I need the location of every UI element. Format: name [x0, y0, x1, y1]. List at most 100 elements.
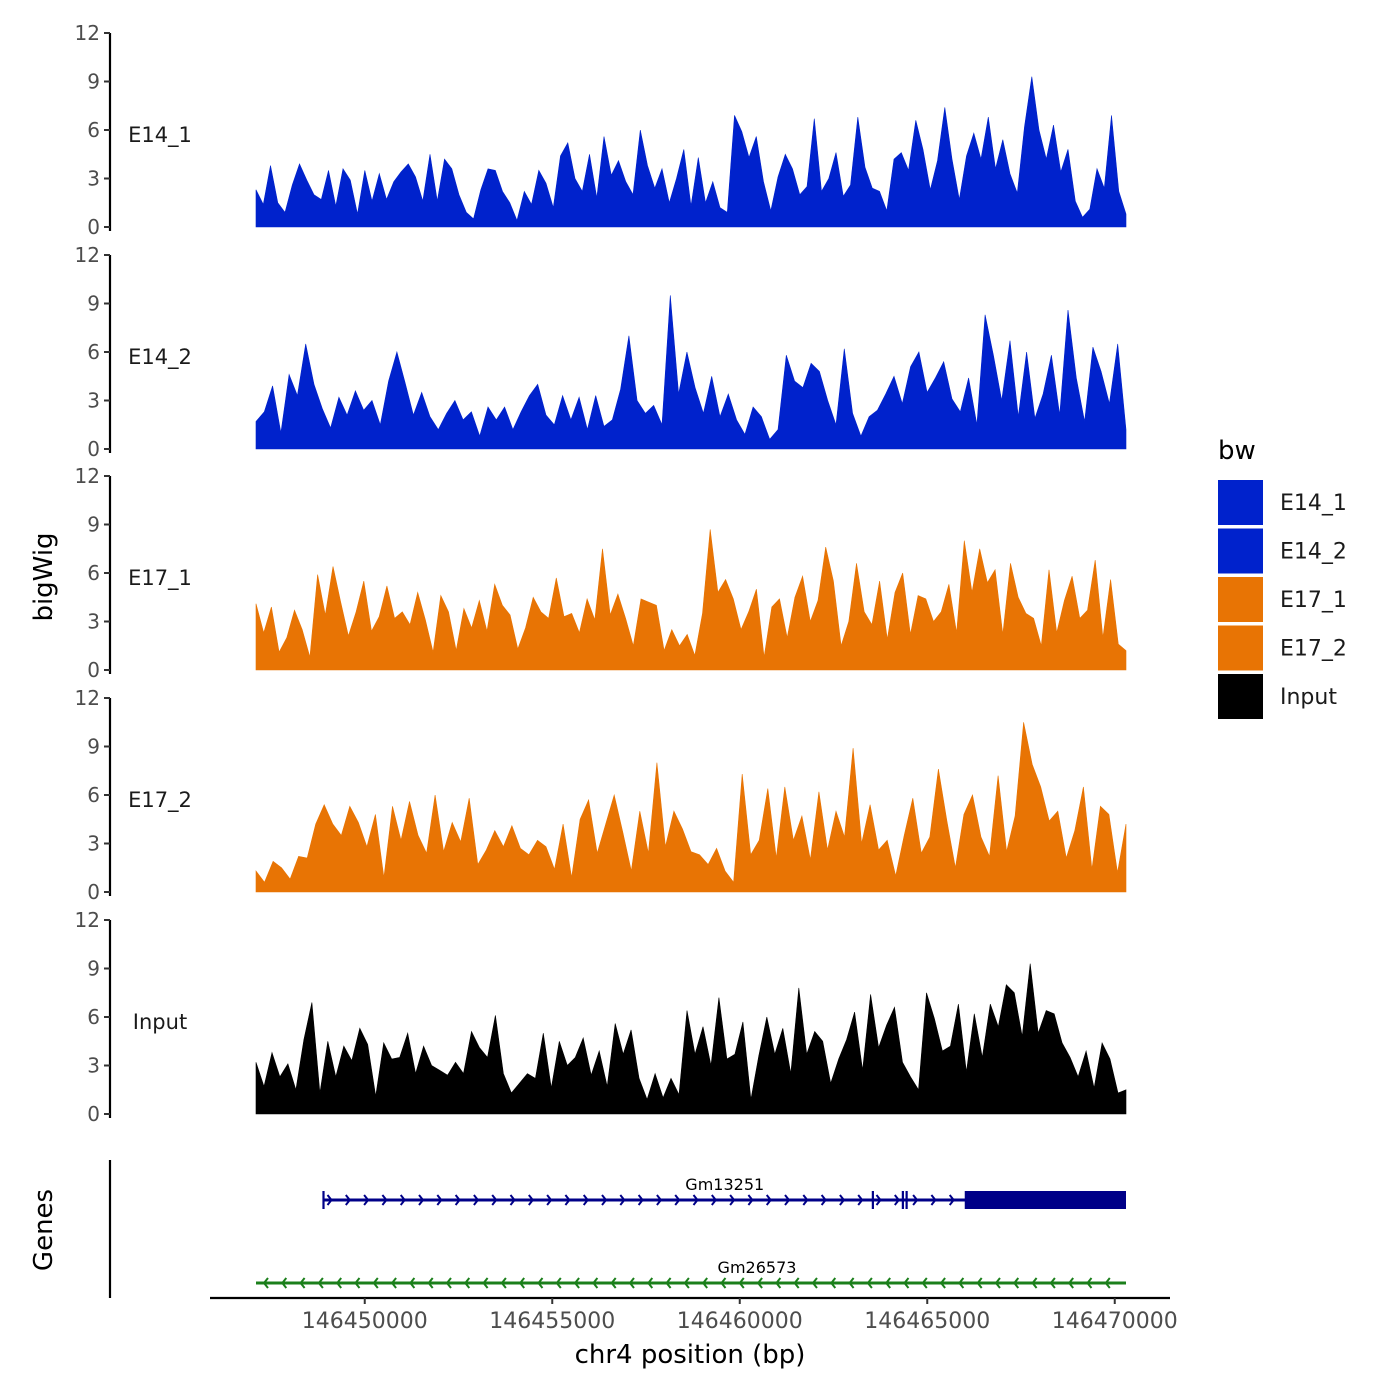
y-tick-label-E14_2-12: 12 [75, 243, 100, 267]
track-label-E17_2: E17_2 [128, 788, 192, 813]
legend-item-E14_2: E14_2 [1218, 528, 1347, 574]
track-panel-E17_1: 0 3 6 9 12 E17_1 [75, 464, 1127, 682]
y-tick-label-E17_2-3: 3 [87, 832, 100, 856]
strand-arrow [454, 1194, 461, 1206]
strand-arrow [994, 1277, 1001, 1289]
track-label-E14_2: E14_2 [128, 345, 192, 370]
y-tick-label-E14_2-6: 6 [87, 340, 100, 364]
legend: bw E14_1 E14_2 E17_1 E17_2 Input [1218, 436, 1347, 719]
legend-item-E14_1: E14_1 [1218, 480, 1347, 525]
gene-Gm13251: Gm13251 [322, 1175, 1126, 1209]
strand-arrow [262, 1277, 269, 1289]
legend-label-Input: Input [1280, 685, 1337, 710]
strand-arrow [976, 1277, 983, 1289]
coverage-area-Input [255, 963, 1127, 1115]
strand-arrow [345, 1194, 352, 1206]
strand-arrow [729, 1194, 736, 1206]
strand-arrow [958, 1277, 965, 1289]
strand-arrow [381, 1194, 388, 1206]
strand-arrow [473, 1194, 480, 1206]
strand-arrow [573, 1277, 580, 1289]
y-tick-label-E14_1-0: 0 [87, 215, 100, 239]
y-tick-label-E17_2-12: 12 [75, 686, 100, 710]
gene-track: Gm13251 Gm26573 [108, 1160, 1126, 1298]
strand-arrow [354, 1277, 361, 1289]
strand-arrow [939, 1277, 946, 1289]
bigwig-tracks: 0 3 6 9 12 E14_1 0 3 6 9 12 E14_2 0 3 6 9 12 E17_1 0 3 6 9 12 E… [75, 21, 1127, 1126]
x-tick-label-146460000: 146460000 [677, 1309, 803, 1334]
strand-arrow [317, 1277, 324, 1289]
track-label-Input: Input [133, 1010, 187, 1034]
strand-arrow [830, 1277, 837, 1289]
strand-arrow [299, 1277, 306, 1289]
y-axis-title-bigwig: bigWig [29, 532, 59, 621]
strand-arrow [793, 1277, 800, 1289]
coverage-area-E17_1 [255, 529, 1127, 671]
legend-swatch-Input [1218, 674, 1263, 719]
legend-label-E17_1: E17_1 [1280, 588, 1347, 613]
y-tick-label-E14_1-12: 12 [75, 21, 100, 45]
strand-arrow [665, 1277, 672, 1289]
strand-arrow [445, 1277, 452, 1289]
y-axis-title-genes: Genes [29, 1189, 59, 1271]
strand-arrow [637, 1194, 644, 1206]
strand-arrow [555, 1277, 562, 1289]
strand-arrow [610, 1277, 617, 1289]
y-tick-label-Input-9: 9 [87, 957, 100, 981]
strand-arrow [701, 1277, 708, 1289]
gene-Gm26573: Gm26573 [256, 1258, 1126, 1289]
legend-item-E17_1: E17_1 [1218, 577, 1347, 622]
strand-arrow [409, 1277, 416, 1289]
strand-arrow [464, 1277, 471, 1289]
strand-arrow [390, 1277, 397, 1289]
strand-arrow [281, 1277, 288, 1289]
strand-arrow [674, 1194, 681, 1206]
strand-arrow [692, 1194, 699, 1206]
y-tick-label-Input-0: 0 [87, 1102, 100, 1126]
strand-arrow [619, 1194, 626, 1206]
coverage-area-E14_2 [255, 295, 1127, 450]
strand-arrow [647, 1277, 654, 1289]
strand-arrow [418, 1194, 425, 1206]
y-tick-label-E14_2-3: 3 [87, 389, 100, 413]
strand-arrow [546, 1194, 553, 1206]
x-axis-title: chr4 position (bp) [575, 1340, 806, 1370]
strand-arrow [528, 1194, 535, 1206]
strand-arrow [1104, 1277, 1111, 1289]
x-tick-label-146450000: 146450000 [302, 1309, 428, 1334]
x-tick-label-146470000: 146470000 [1052, 1309, 1178, 1334]
coverage-area-E14_1 [255, 76, 1127, 228]
strand-arrow [921, 1277, 928, 1289]
y-tick-label-E14_2-9: 9 [87, 292, 100, 316]
y-tick-label-Input-3: 3 [87, 1054, 100, 1078]
strand-arrow [1086, 1277, 1093, 1289]
legend-swatch-E17_1 [1218, 577, 1263, 622]
strand-arrow [482, 1277, 489, 1289]
y-tick-label-E17_1-9: 9 [87, 513, 100, 537]
gene-label-Gm13251: Gm13251 [685, 1175, 764, 1194]
strand-arrow [592, 1277, 599, 1289]
strand-arrow [1013, 1277, 1020, 1289]
x-axis: 146450000 146455000 146460000 146465000 1464… [210, 1296, 1178, 1334]
y-tick-label-E17_1-0: 0 [87, 658, 100, 682]
strand-arrow [628, 1277, 635, 1289]
strand-arrow [747, 1194, 754, 1206]
strand-arrow [335, 1277, 342, 1289]
x-tick-label-146465000: 146465000 [864, 1309, 990, 1334]
legend-swatch-E14_2 [1218, 528, 1263, 574]
strand-arrow [1031, 1277, 1038, 1289]
strand-arrow [948, 1194, 955, 1206]
strand-arrow [656, 1194, 663, 1206]
y-tick-label-Input-12: 12 [75, 908, 100, 932]
track-panel-E14_1: 0 3 6 9 12 E14_1 [75, 21, 1127, 239]
legend-title: bw [1218, 436, 1256, 466]
strand-arrow [500, 1277, 507, 1289]
strand-arrow [601, 1194, 608, 1206]
y-tick-label-E17_2-0: 0 [87, 880, 100, 904]
legend-item-Input: Input [1218, 674, 1337, 719]
strand-arrow [857, 1194, 864, 1206]
strand-arrow [848, 1277, 855, 1289]
y-tick-label-E14_1-6: 6 [87, 118, 100, 142]
y-tick-label-E17_1-6: 6 [87, 561, 100, 585]
